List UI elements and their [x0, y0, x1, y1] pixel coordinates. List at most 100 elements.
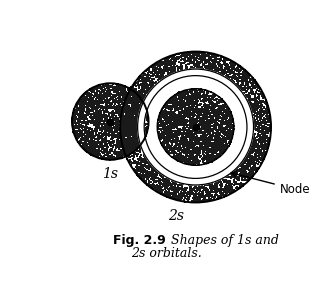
Point — [131, 102, 136, 106]
Point — [127, 109, 132, 113]
Point — [224, 139, 229, 143]
Point — [218, 54, 223, 58]
Point — [90, 142, 95, 146]
Point — [194, 97, 200, 101]
Point — [158, 60, 163, 64]
Point — [203, 189, 208, 193]
Point — [98, 85, 104, 89]
Point — [162, 137, 167, 142]
Point — [220, 143, 225, 148]
Point — [198, 97, 203, 101]
Point — [130, 102, 135, 107]
Point — [163, 145, 168, 149]
Point — [133, 143, 138, 147]
Point — [191, 60, 196, 65]
Point — [104, 147, 109, 152]
Point — [143, 115, 148, 119]
Point — [205, 188, 210, 193]
Point — [168, 100, 173, 105]
Point — [161, 76, 167, 80]
Point — [111, 156, 116, 161]
Point — [211, 157, 216, 161]
Point — [183, 120, 189, 124]
Point — [133, 89, 138, 93]
Point — [78, 101, 83, 106]
Point — [86, 129, 91, 133]
Point — [168, 106, 174, 111]
Point — [100, 82, 105, 87]
Point — [136, 160, 141, 165]
Point — [118, 151, 123, 156]
Point — [118, 85, 123, 90]
Point — [122, 103, 127, 108]
Point — [216, 60, 221, 64]
Point — [229, 71, 234, 76]
Point — [215, 196, 220, 201]
Point — [188, 190, 193, 194]
Point — [212, 105, 217, 110]
Point — [215, 53, 220, 58]
Point — [261, 144, 267, 149]
Point — [212, 102, 217, 106]
Point — [101, 145, 106, 149]
Point — [154, 80, 159, 85]
Point — [114, 99, 119, 103]
Point — [97, 103, 102, 108]
Point — [158, 62, 163, 66]
Point — [248, 157, 253, 162]
Point — [99, 136, 105, 141]
Point — [84, 129, 89, 134]
Point — [206, 125, 211, 130]
Point — [168, 180, 173, 185]
Point — [216, 153, 222, 158]
Point — [87, 128, 92, 133]
Point — [194, 90, 199, 94]
Point — [231, 67, 237, 72]
Point — [94, 140, 99, 145]
Point — [212, 147, 217, 152]
Point — [94, 120, 99, 124]
Point — [255, 114, 260, 118]
Point — [255, 148, 260, 153]
Point — [220, 120, 225, 124]
Point — [133, 130, 138, 135]
Point — [219, 97, 224, 102]
Point — [258, 145, 263, 149]
Point — [81, 92, 87, 97]
Point — [142, 90, 147, 95]
Point — [192, 103, 197, 108]
Point — [201, 100, 206, 104]
Point — [185, 106, 190, 110]
Point — [166, 112, 171, 116]
Point — [113, 125, 118, 130]
Point — [139, 94, 145, 99]
Point — [263, 143, 268, 148]
Point — [255, 102, 260, 106]
Point — [240, 78, 245, 83]
Point — [178, 138, 183, 143]
Point — [81, 114, 86, 119]
Point — [159, 77, 164, 82]
Point — [140, 175, 145, 180]
Point — [225, 125, 230, 129]
Point — [262, 154, 267, 158]
Point — [122, 153, 127, 158]
Point — [161, 124, 166, 128]
Point — [177, 182, 182, 187]
Point — [160, 72, 165, 76]
Point — [170, 110, 175, 115]
Point — [250, 101, 255, 106]
Point — [193, 147, 199, 151]
Point — [225, 188, 230, 193]
Point — [237, 167, 242, 172]
Point — [226, 76, 232, 81]
Point — [118, 143, 123, 147]
Point — [263, 106, 269, 111]
Point — [144, 122, 149, 127]
Point — [127, 96, 132, 100]
Point — [237, 168, 242, 173]
Point — [127, 137, 132, 141]
Point — [251, 143, 256, 147]
Point — [210, 99, 215, 104]
Point — [121, 91, 126, 95]
